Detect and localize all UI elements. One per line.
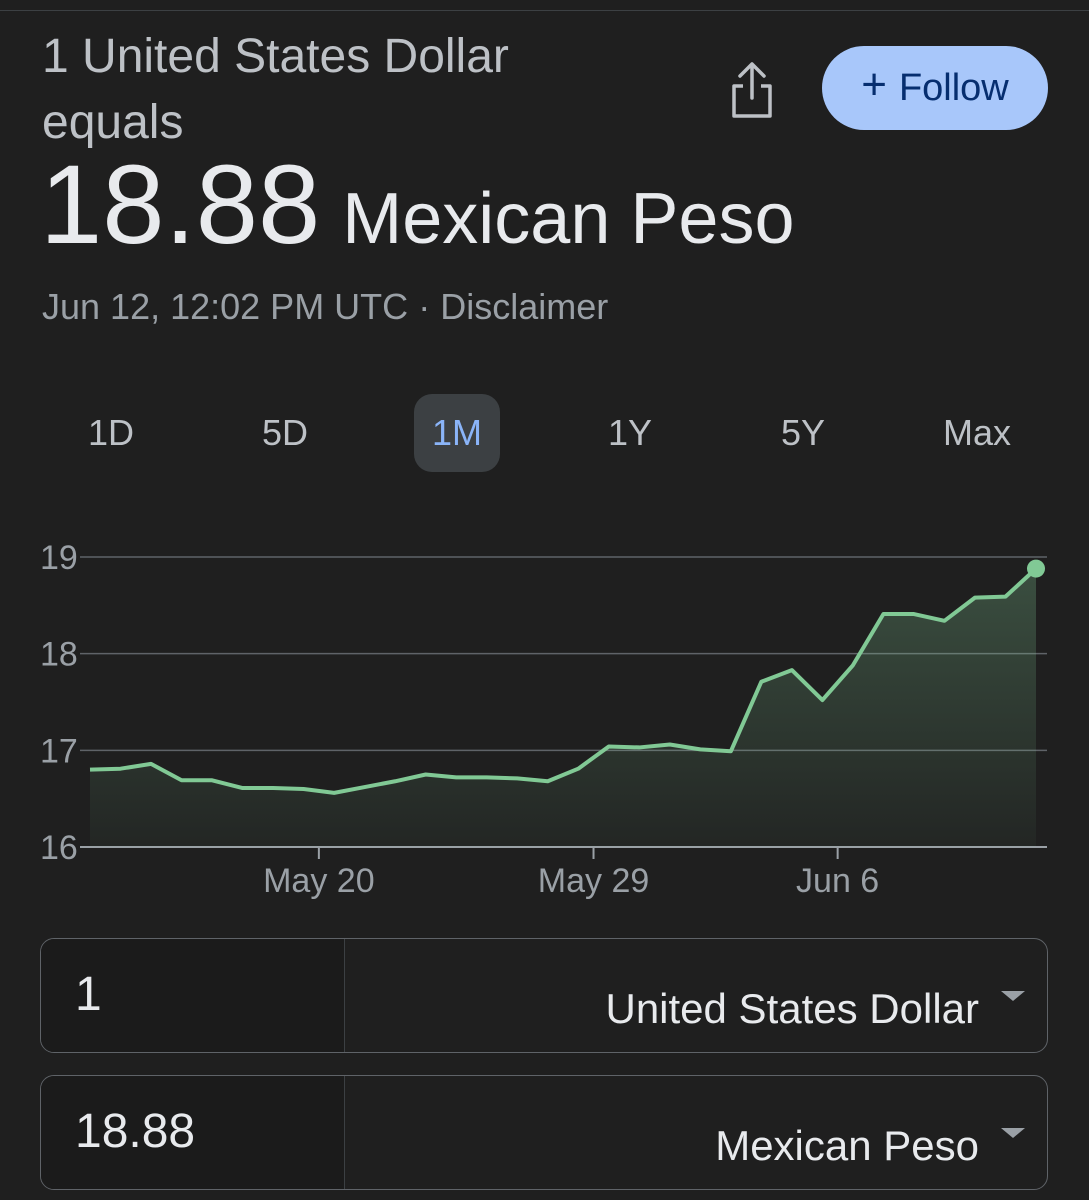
result-value: 18.88 bbox=[40, 142, 321, 267]
amount-field[interactable]: 18.88 bbox=[41, 1076, 345, 1189]
result: 18.88 Mexican Peso bbox=[40, 140, 795, 269]
converter-row: 1 United States Dollar bbox=[40, 938, 1048, 1053]
disclaimer-link[interactable]: Disclaimer bbox=[440, 286, 609, 327]
converter-row: 18.88 Mexican Peso bbox=[40, 1075, 1048, 1190]
dropdown-arrow bbox=[1001, 1128, 1025, 1138]
base-amount: 1 United States Dollar equals bbox=[42, 30, 509, 149]
follow-button[interactable]: + Follow bbox=[822, 46, 1048, 130]
area bbox=[90, 568, 1036, 847]
separator: · bbox=[418, 286, 431, 327]
range-tab[interactable]: 5Y bbox=[780, 412, 826, 453]
amount: 1 bbox=[75, 968, 102, 1021]
timestamp: Jun 12, 12:02 PM UTC bbox=[42, 286, 409, 327]
currency-select[interactable]: United States Dollar bbox=[605, 985, 979, 1032]
y-tick-label: 18 bbox=[40, 636, 78, 674]
y-tick-label: 19 bbox=[40, 539, 78, 577]
y-tick-label: 16 bbox=[40, 829, 78, 867]
last-point bbox=[1027, 559, 1045, 578]
x-tick-label: May 20 bbox=[263, 862, 375, 900]
x-tick-label: Jun 6 bbox=[796, 862, 879, 900]
share-button[interactable] bbox=[728, 60, 776, 122]
follow-label: Follow bbox=[898, 66, 1009, 109]
range-tab[interactable]: 1D bbox=[87, 412, 135, 453]
y-tick-label: 17 bbox=[40, 732, 78, 770]
chart: 16 17 18 19 May 20 May 29 Jun 6 bbox=[40, 539, 1047, 900]
currency-select[interactable]: Mexican Peso bbox=[715, 1122, 979, 1169]
divider bbox=[0, 10, 1089, 11]
range-tab[interactable]: 5D bbox=[261, 412, 309, 453]
plus-icon: + bbox=[861, 60, 887, 109]
x-tick-label: May 29 bbox=[538, 862, 650, 900]
range-tab[interactable]: 1M bbox=[414, 394, 500, 472]
result-currency: Mexican Peso bbox=[342, 179, 795, 259]
share-icon bbox=[738, 62, 766, 100]
dropdown-arrow bbox=[1001, 991, 1025, 1001]
range-tab[interactable]: Max bbox=[942, 412, 1011, 453]
amount: 18.88 bbox=[75, 1105, 196, 1158]
timestamp-row: Jun 12, 12:02 PM UTC · Disclaimer bbox=[42, 286, 608, 328]
range-tab[interactable]: 1Y bbox=[607, 412, 653, 453]
range-tabs: 1D 5D 1M 1Y 5Y Max bbox=[0, 394, 1089, 472]
amount-field[interactable]: 1 bbox=[41, 939, 345, 1052]
line bbox=[89, 567, 1038, 795]
share-icon-box bbox=[732, 84, 772, 118]
